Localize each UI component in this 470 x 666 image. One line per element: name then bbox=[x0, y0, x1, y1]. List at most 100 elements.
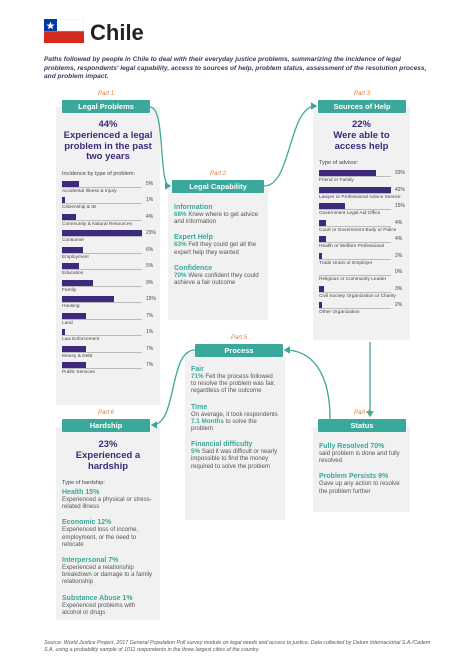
value-label: 23% bbox=[146, 230, 157, 236]
part-label: Part 2 bbox=[209, 171, 226, 177]
bar-row: 5% Education bbox=[62, 262, 154, 279]
item: Health 15% Experienced a physical or stre… bbox=[62, 489, 154, 510]
bar-track bbox=[62, 318, 142, 320]
item: Interpersonal 7% Experienced a relationsh… bbox=[62, 557, 154, 586]
item-heading: Problem Persists 9% bbox=[319, 473, 389, 481]
item-heading: Fully Resolved 70% bbox=[319, 443, 385, 450]
value-label: 15% bbox=[146, 296, 157, 302]
value-label: 7% bbox=[146, 362, 154, 368]
item-body: said problem is done and fully resolved bbox=[319, 450, 404, 464]
item-text: said problem is done and fully resolved bbox=[319, 450, 400, 465]
stat: 23% bbox=[98, 439, 118, 450]
item: Financial difficulty 5% Said it was diffi… bbox=[191, 441, 279, 470]
item-body: Experienced a physical or stress-related… bbox=[62, 496, 154, 510]
item-heading: Information bbox=[174, 204, 213, 211]
bar-list: 33% Friend or Family 42% Lawyer or Professi… bbox=[319, 169, 406, 318]
bar-track bbox=[62, 269, 142, 270]
item-text: Experienced a physical or stress-related… bbox=[62, 496, 152, 511]
bar-track bbox=[62, 351, 142, 353]
bar bbox=[62, 246, 83, 253]
panel: 23% Experienced a hardship Type of hards… bbox=[56, 427, 160, 620]
bar-track bbox=[319, 275, 391, 276]
item-stat: 7.1 Months bbox=[191, 417, 224, 425]
item: Problem Persists 9% Gave up any action to… bbox=[319, 473, 404, 494]
bar-track bbox=[62, 236, 142, 237]
bar-label: Education bbox=[62, 271, 84, 276]
bar-label: Citizenship & ID bbox=[62, 205, 97, 210]
bar-label: Government Legal Aid Office bbox=[319, 211, 381, 216]
bar-row: 1% Law Enforcement bbox=[62, 328, 154, 345]
bar-label: Law Enforcement bbox=[62, 337, 100, 342]
bar bbox=[62, 312, 87, 319]
bar-row: 2% Trade Union or Employer bbox=[319, 252, 404, 269]
bar-track bbox=[62, 186, 142, 188]
bar bbox=[62, 213, 76, 220]
bar bbox=[62, 180, 80, 187]
bar-track bbox=[319, 176, 391, 177]
stat: 44% bbox=[98, 119, 118, 130]
bar-row: 23% Consumer bbox=[62, 229, 157, 246]
item-text: Experienced a relationship breakdown or … bbox=[62, 564, 153, 586]
bar-row: 42% Lawyer or Professional Advice Service bbox=[319, 186, 405, 203]
bar bbox=[62, 362, 87, 368]
item-body: 70% Were confident they could achieve a … bbox=[174, 272, 262, 286]
item-body: Experienced a relationship breakdown or … bbox=[62, 564, 154, 586]
item-heading: Substance Abuse 1% bbox=[62, 594, 133, 602]
bar bbox=[319, 302, 323, 308]
item-text: Gave up any action to resolve the proble… bbox=[319, 480, 400, 495]
bar bbox=[319, 252, 323, 259]
section-header: Legal Capability bbox=[172, 180, 264, 193]
bar-row: 9% Family bbox=[62, 279, 154, 296]
item-list: Information 68% Knew where to get advice … bbox=[174, 204, 262, 286]
value-label: 3% bbox=[395, 285, 403, 292]
value-label: 4% bbox=[395, 219, 403, 226]
bar-track bbox=[319, 258, 391, 260]
item: Fair 71% Felt the process followed to res… bbox=[191, 366, 279, 395]
bar bbox=[62, 279, 94, 286]
item-stat: 70% bbox=[174, 271, 187, 279]
item-heading: Economic 12% bbox=[62, 519, 112, 527]
bar bbox=[319, 285, 325, 292]
bar-track bbox=[319, 209, 391, 210]
item: Fully Resolved 70% said problem is done a… bbox=[319, 443, 404, 464]
item-heading: Interpersonal 7% bbox=[62, 557, 119, 565]
bar-track bbox=[319, 308, 391, 309]
value-label: 4% bbox=[146, 213, 154, 220]
section-header: Sources of Help bbox=[318, 100, 406, 113]
bar bbox=[62, 329, 66, 335]
item-stat: 68% bbox=[174, 211, 187, 218]
bar-label: Consumer bbox=[62, 238, 85, 243]
list-title: Incidence by type of problem: bbox=[62, 170, 136, 177]
bar-row: 1% Citizenship & ID bbox=[62, 196, 154, 213]
value-label: 7% bbox=[146, 312, 154, 319]
bar bbox=[62, 263, 80, 269]
bar-track bbox=[319, 225, 391, 227]
value-label: 15% bbox=[395, 203, 406, 209]
item-heading: Confidence bbox=[174, 264, 213, 272]
item-text: Knew where to get advice and information bbox=[174, 211, 259, 226]
item-body: Gave up any action to resolve the proble… bbox=[319, 480, 404, 494]
bar bbox=[62, 345, 87, 352]
bar bbox=[319, 219, 326, 226]
bar-label: Housing bbox=[62, 304, 80, 309]
item-text: Said it was difficult or nearly impossib… bbox=[191, 448, 278, 470]
item-text: to solve the problem bbox=[191, 417, 257, 433]
part-label: Part 6 bbox=[97, 410, 114, 416]
bar-row: 2% Other Organization bbox=[319, 301, 404, 318]
panel: Fully Resolved 70% said problem is done a… bbox=[313, 427, 410, 512]
panel: Information 68% Knew where to get advice … bbox=[168, 188, 268, 320]
bar-row: 7% Money & Debt bbox=[62, 345, 154, 362]
item-text: Experienced loss of income, employment, … bbox=[62, 526, 139, 548]
list-title: Type of hardship: bbox=[62, 480, 105, 486]
item-body: 5% Said it was difficult or nearly impos… bbox=[191, 448, 279, 470]
bar bbox=[319, 236, 326, 242]
value-label: 2% bbox=[395, 302, 403, 308]
list-title: Type of advisor: bbox=[319, 160, 359, 166]
item-list: Health 15% Experienced a physical or stre… bbox=[62, 489, 154, 616]
bar-label: Religious or Community Leader bbox=[319, 277, 387, 282]
item-stat: 71% bbox=[191, 373, 204, 380]
item: Economic 12% Experienced loss of income, … bbox=[62, 519, 154, 548]
value-label: 33% bbox=[395, 170, 406, 176]
value-label: 0% bbox=[395, 269, 403, 275]
